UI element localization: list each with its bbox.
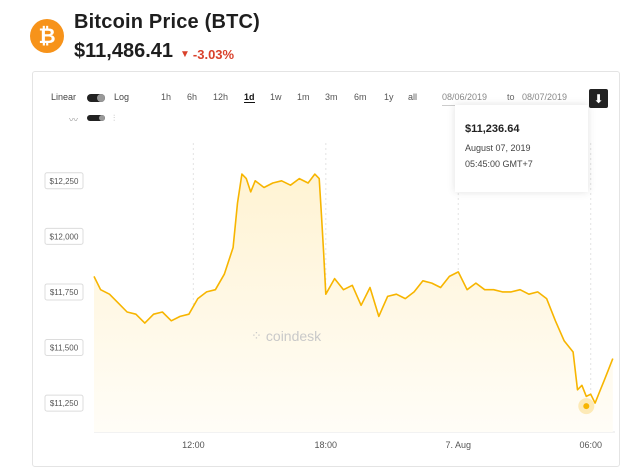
y-tick-box [44,394,84,412]
range-all-button[interactable]: all [408,92,418,102]
download-arrow-icon: ⬇ [593,91,604,106]
price-tooltip: $11,236.64 August 07, 2019 05:45:00 GMT+… [455,105,588,192]
down-triangle-icon: ▼ [180,49,190,60]
range-6m-button[interactable]: 6m [354,92,367,102]
tooltip-date: August 07, 2019 [465,143,531,153]
tooltip-time: 05:45:00 GMT+7 [465,159,533,169]
y-tick-box [44,227,84,245]
tooltip-price: $11,236.64 [465,123,520,135]
download-button[interactable]: ⬇ [589,89,608,108]
page-title: Bitcoin Price (BTC) [74,11,261,33]
chart-toolbar: Linear Log 1h 6h 12h 1d 1w 1m 3m 6m 1y a… [33,72,619,142]
price-change-value: -3.03% [192,47,235,62]
y-tick-label: $11,500 [50,344,79,353]
range-1y-button[interactable]: 1y [384,92,394,102]
y-tick-box [44,283,84,301]
y-tick-label: $11,250 [50,399,79,408]
scale-toggle[interactable] [87,94,105,102]
y-tick-box [44,339,84,357]
x-tick-label: 18:00 [315,440,338,450]
watermark-text: coindesk [265,328,322,344]
range-1w-button[interactable]: 1w [270,92,282,102]
range-1h-button[interactable]: 1h [161,92,172,102]
price-row: $11,486.41 ▼ -3.03% [74,40,234,63]
candlestick-chart-icon[interactable]: ⫶ [113,113,116,123]
price-line [93,173,614,404]
price-change: ▼ -3.03% [180,47,234,62]
range-12h-button[interactable]: 12h [213,92,229,102]
chart-style-toggle[interactable] [87,115,105,121]
range-1d-button[interactable]: 1d [244,92,255,103]
x-tick-label: 12:00 [182,440,205,450]
date-to-label: to [507,92,515,102]
log-scale-label[interactable]: Log [114,92,130,102]
y-tick-label: $12,000 [50,232,79,241]
x-tick-label: 7. Aug [445,440,471,450]
range-6h-button[interactable]: 6h [187,92,198,102]
bitcoin-logo-icon: ₿ [30,19,64,53]
x-tick-label: 06:00 [579,440,602,450]
highlight-point [583,403,590,410]
coindesk-logo-icon: ⁘ [251,328,262,343]
range-1m-button[interactable]: 1m [297,92,310,102]
line-chart-icon[interactable]: 〰 [69,115,79,125]
current-price: $11,486.41 [74,40,173,62]
coindesk-watermark: ⁘ coindesk [251,328,321,344]
y-tick-box [44,172,84,190]
price-area-fill [94,174,613,432]
range-3m-button[interactable]: 3m [325,92,338,102]
y-tick-label: $12,250 [50,177,79,186]
y-tick-label: $11,750 [50,288,79,297]
linear-scale-label: Linear [51,92,77,102]
